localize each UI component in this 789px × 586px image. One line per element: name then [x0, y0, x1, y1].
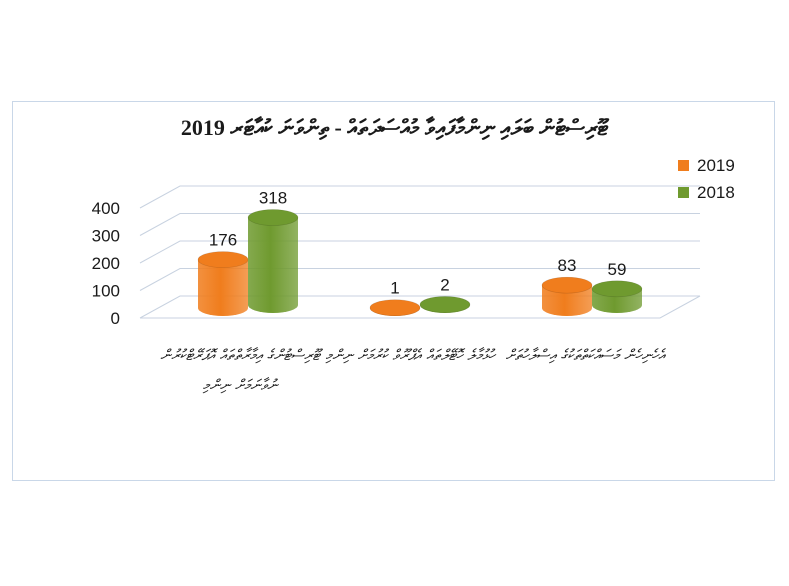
- data-label-2018-2: 2: [440, 275, 449, 294]
- bar-body-2018-1: [248, 217, 298, 313]
- y-tick-100: 100: [92, 282, 120, 301]
- y-tick-200: 200: [92, 254, 120, 273]
- bar-2019-1: [197, 251, 249, 316]
- bar-2018-3: [591, 280, 643, 313]
- bar-2019-2: [369, 299, 421, 317]
- bar-top-2018-1: [247, 209, 299, 226]
- legend-label-2018: 2018: [697, 182, 735, 202]
- bar-2018-2: [419, 296, 471, 313]
- data-label-2018-1: 318: [259, 189, 287, 208]
- y-tick-400: 400: [92, 199, 120, 218]
- gridline-0: [139, 295, 700, 319]
- gridline-200: [139, 240, 700, 264]
- bar-top-2018-3: [591, 280, 643, 298]
- bar-top-2019-1: [197, 251, 249, 268]
- floor-front-edge: [140, 295, 701, 319]
- y-tick-0: 0: [111, 309, 120, 328]
- legend-item-2018: 2018: [678, 179, 735, 206]
- legend-swatch-2018: [678, 187, 689, 198]
- data-label-2019-3: 83: [558, 256, 577, 275]
- legend-swatch-2019: [678, 160, 689, 171]
- bar-2019-3: [541, 276, 593, 316]
- category-label-2: ހުޅުމާލެ ހޮޓޭލްތައް އެޕްރޫވް ކުރުމަށް ނި…: [325, 346, 495, 364]
- category-label-3: އެހެނިހެން މަސައްކަތްތަކުގެ އިސްލާހުތަށް: [505, 346, 665, 364]
- bar-body-2019-3: [542, 285, 592, 316]
- legend-label-2019: 2019: [697, 155, 735, 175]
- legend-item-2019: 2019: [678, 152, 735, 179]
- gridline-400: [139, 185, 700, 209]
- bar-2018-1: [247, 209, 299, 313]
- gridline-300: [139, 213, 700, 236]
- bar-body-2019-1: [198, 259, 248, 316]
- chart-frame: [12, 101, 775, 481]
- chart-title: ޓޫރިސްޓުން ބަލައި ނިންމާފައިވާ މުއްސަދަތ…: [180, 115, 609, 140]
- bar-top-2018-2: [419, 296, 471, 313]
- data-label-2019-2: 1: [390, 279, 399, 298]
- chart-legend: 2019 2018: [678, 152, 735, 206]
- category-label-1: ޓޫރިސްޓުންގެ އިމާރާތްތައް އޮޕަރޭޓްކުރުން…: [160, 346, 320, 394]
- gridline-100: [139, 268, 700, 291]
- y-tick-300: 300: [92, 227, 120, 246]
- data-label-2018-3: 59: [608, 260, 627, 279]
- bar-top-2019-3: [541, 276, 593, 294]
- bar-top-2019-2: [369, 299, 421, 317]
- data-label-2019-1: 176: [209, 231, 237, 250]
